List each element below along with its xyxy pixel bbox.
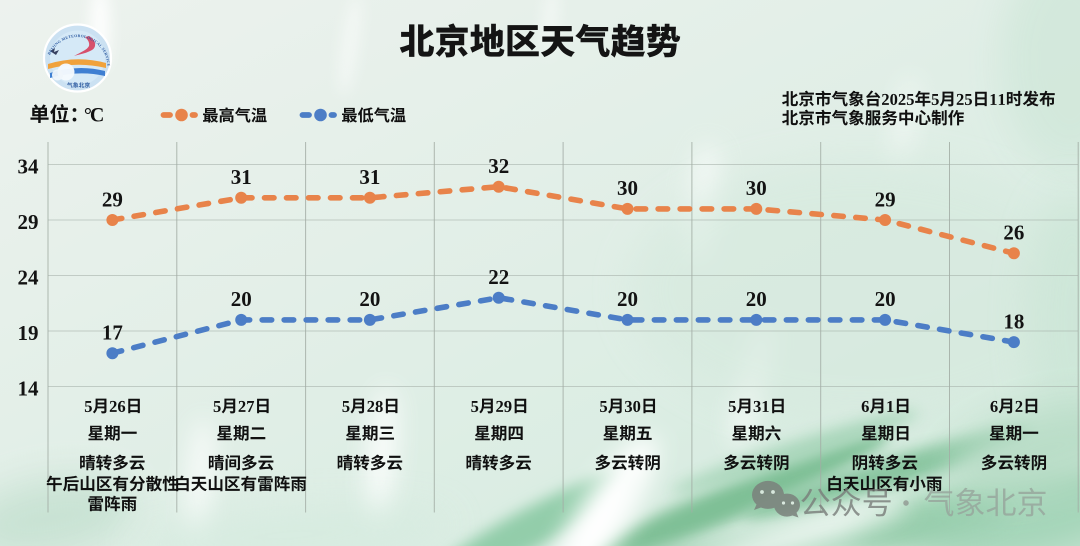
svg-text:22: 22 bbox=[488, 265, 509, 289]
svg-text:17: 17 bbox=[102, 321, 123, 345]
svg-text:31: 31 bbox=[359, 165, 380, 189]
svg-text:18: 18 bbox=[1003, 309, 1024, 333]
svg-text:31: 31 bbox=[231, 165, 252, 189]
svg-text:20: 20 bbox=[359, 287, 380, 311]
svg-text:24: 24 bbox=[18, 265, 40, 289]
svg-text:29: 29 bbox=[102, 187, 123, 211]
svg-text:34: 34 bbox=[18, 154, 40, 178]
svg-text:32: 32 bbox=[488, 154, 509, 178]
svg-text:26: 26 bbox=[1003, 221, 1024, 245]
svg-text:30: 30 bbox=[746, 176, 767, 200]
svg-text:29: 29 bbox=[875, 187, 896, 211]
svg-text:20: 20 bbox=[231, 287, 252, 311]
svg-text:19: 19 bbox=[18, 321, 39, 345]
svg-text:20: 20 bbox=[875, 287, 896, 311]
svg-text:20: 20 bbox=[617, 287, 638, 311]
svg-text:30: 30 bbox=[617, 176, 638, 200]
svg-text:29: 29 bbox=[18, 210, 39, 234]
svg-text:20: 20 bbox=[746, 287, 767, 311]
svg-text:14: 14 bbox=[18, 376, 40, 400]
